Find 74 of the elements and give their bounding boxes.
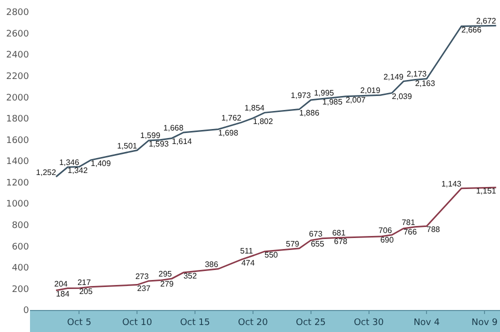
data-label: 2,666 [461,25,482,34]
data-label: 474 [241,258,256,268]
data-label: 1,802 [252,117,274,126]
y-tick-label: 2200 [6,72,30,82]
data-label: 1,854 [244,104,266,113]
data-label: 1,143 [441,179,462,188]
y-tick-label: 1400 [6,157,30,168]
data-label: 1,995 [314,88,335,98]
data-label: 690 [380,236,394,245]
x-tick-label: Oct 10 [122,318,152,328]
data-label: 1,762 [221,113,242,122]
x-tick-label: Nov 4 [414,318,440,328]
x-tick-label: Oct 15 [180,318,210,328]
data-label: 184 [56,289,70,298]
x-tick-label: Oct 30 [354,318,384,328]
data-label: 579 [286,239,300,248]
y-tick-label: 0 [23,306,30,316]
x-tick-label: Nov 9 [471,318,498,328]
data-label: 2,672 [476,16,497,26]
y-tick-label: 1600 [6,136,30,146]
data-label: 1,698 [218,128,239,138]
y-tick-label: 2600 [6,29,30,40]
data-label: 1,886 [299,108,320,118]
y-tick-label: 2400 [6,50,30,61]
data-label: 766 [403,227,418,236]
data-label: 706 [378,226,392,235]
y-tick-label: 800 [12,221,30,232]
data-label: 237 [137,284,152,293]
data-label: 673 [309,229,323,238]
data-label: 1,973 [290,91,312,100]
data-label: 2,173 [406,70,428,79]
data-label: 511 [240,246,254,256]
data-label: 2,019 [360,86,381,96]
data-label: 2,007 [346,95,366,104]
y-tick-label: 1000 [6,200,30,210]
data-label: 678 [334,236,348,246]
y-tick-label: 2800 [6,8,30,18]
x-tick-label: Oct 20 [238,318,268,328]
x-tick-label: Oct 5 [67,318,92,328]
data-label: 1,346 [59,158,80,167]
data-label: 279 [160,279,174,288]
data-label: 273 [135,272,150,281]
data-label: 1,614 [172,137,192,146]
data-label: 1,985 [322,98,343,107]
data-label: 1,668 [163,123,184,132]
data-label: 1,342 [68,166,88,176]
data-label: 204 [54,279,68,288]
data-label: 2,163 [415,78,436,88]
y-tick-label: 2000 [6,93,30,104]
data-label: 1,409 [90,159,112,168]
data-label: 550 [264,250,278,260]
data-label: 655 [310,239,325,248]
data-label: 781 [402,218,416,227]
data-label: 2,039 [392,92,412,101]
data-label: 1,252 [36,168,57,177]
data-label: 352 [183,272,198,281]
data-label: 295 [158,270,172,279]
data-label: 1,151 [476,186,497,196]
data-label: 2,149 [383,72,404,82]
data-label: 1,593 [148,139,170,148]
y-tick-label: 1800 [6,114,30,125]
y-tick-label: 200 [12,284,30,295]
y-tick-label: 1200 [6,178,30,188]
x-tick-label: Oct 25 [296,318,326,328]
data-label: 217 [77,278,92,287]
data-label: 681 [332,228,346,238]
data-label: 386 [204,260,219,269]
line-series [55,24,497,178]
data-label: 1,599 [140,130,161,140]
data-label: 205 [79,287,94,296]
y-tick-label: 400 [12,264,30,274]
y-tick-label: 600 [12,242,30,252]
data-label: 788 [426,225,441,234]
data-label: 1,501 [117,141,138,150]
